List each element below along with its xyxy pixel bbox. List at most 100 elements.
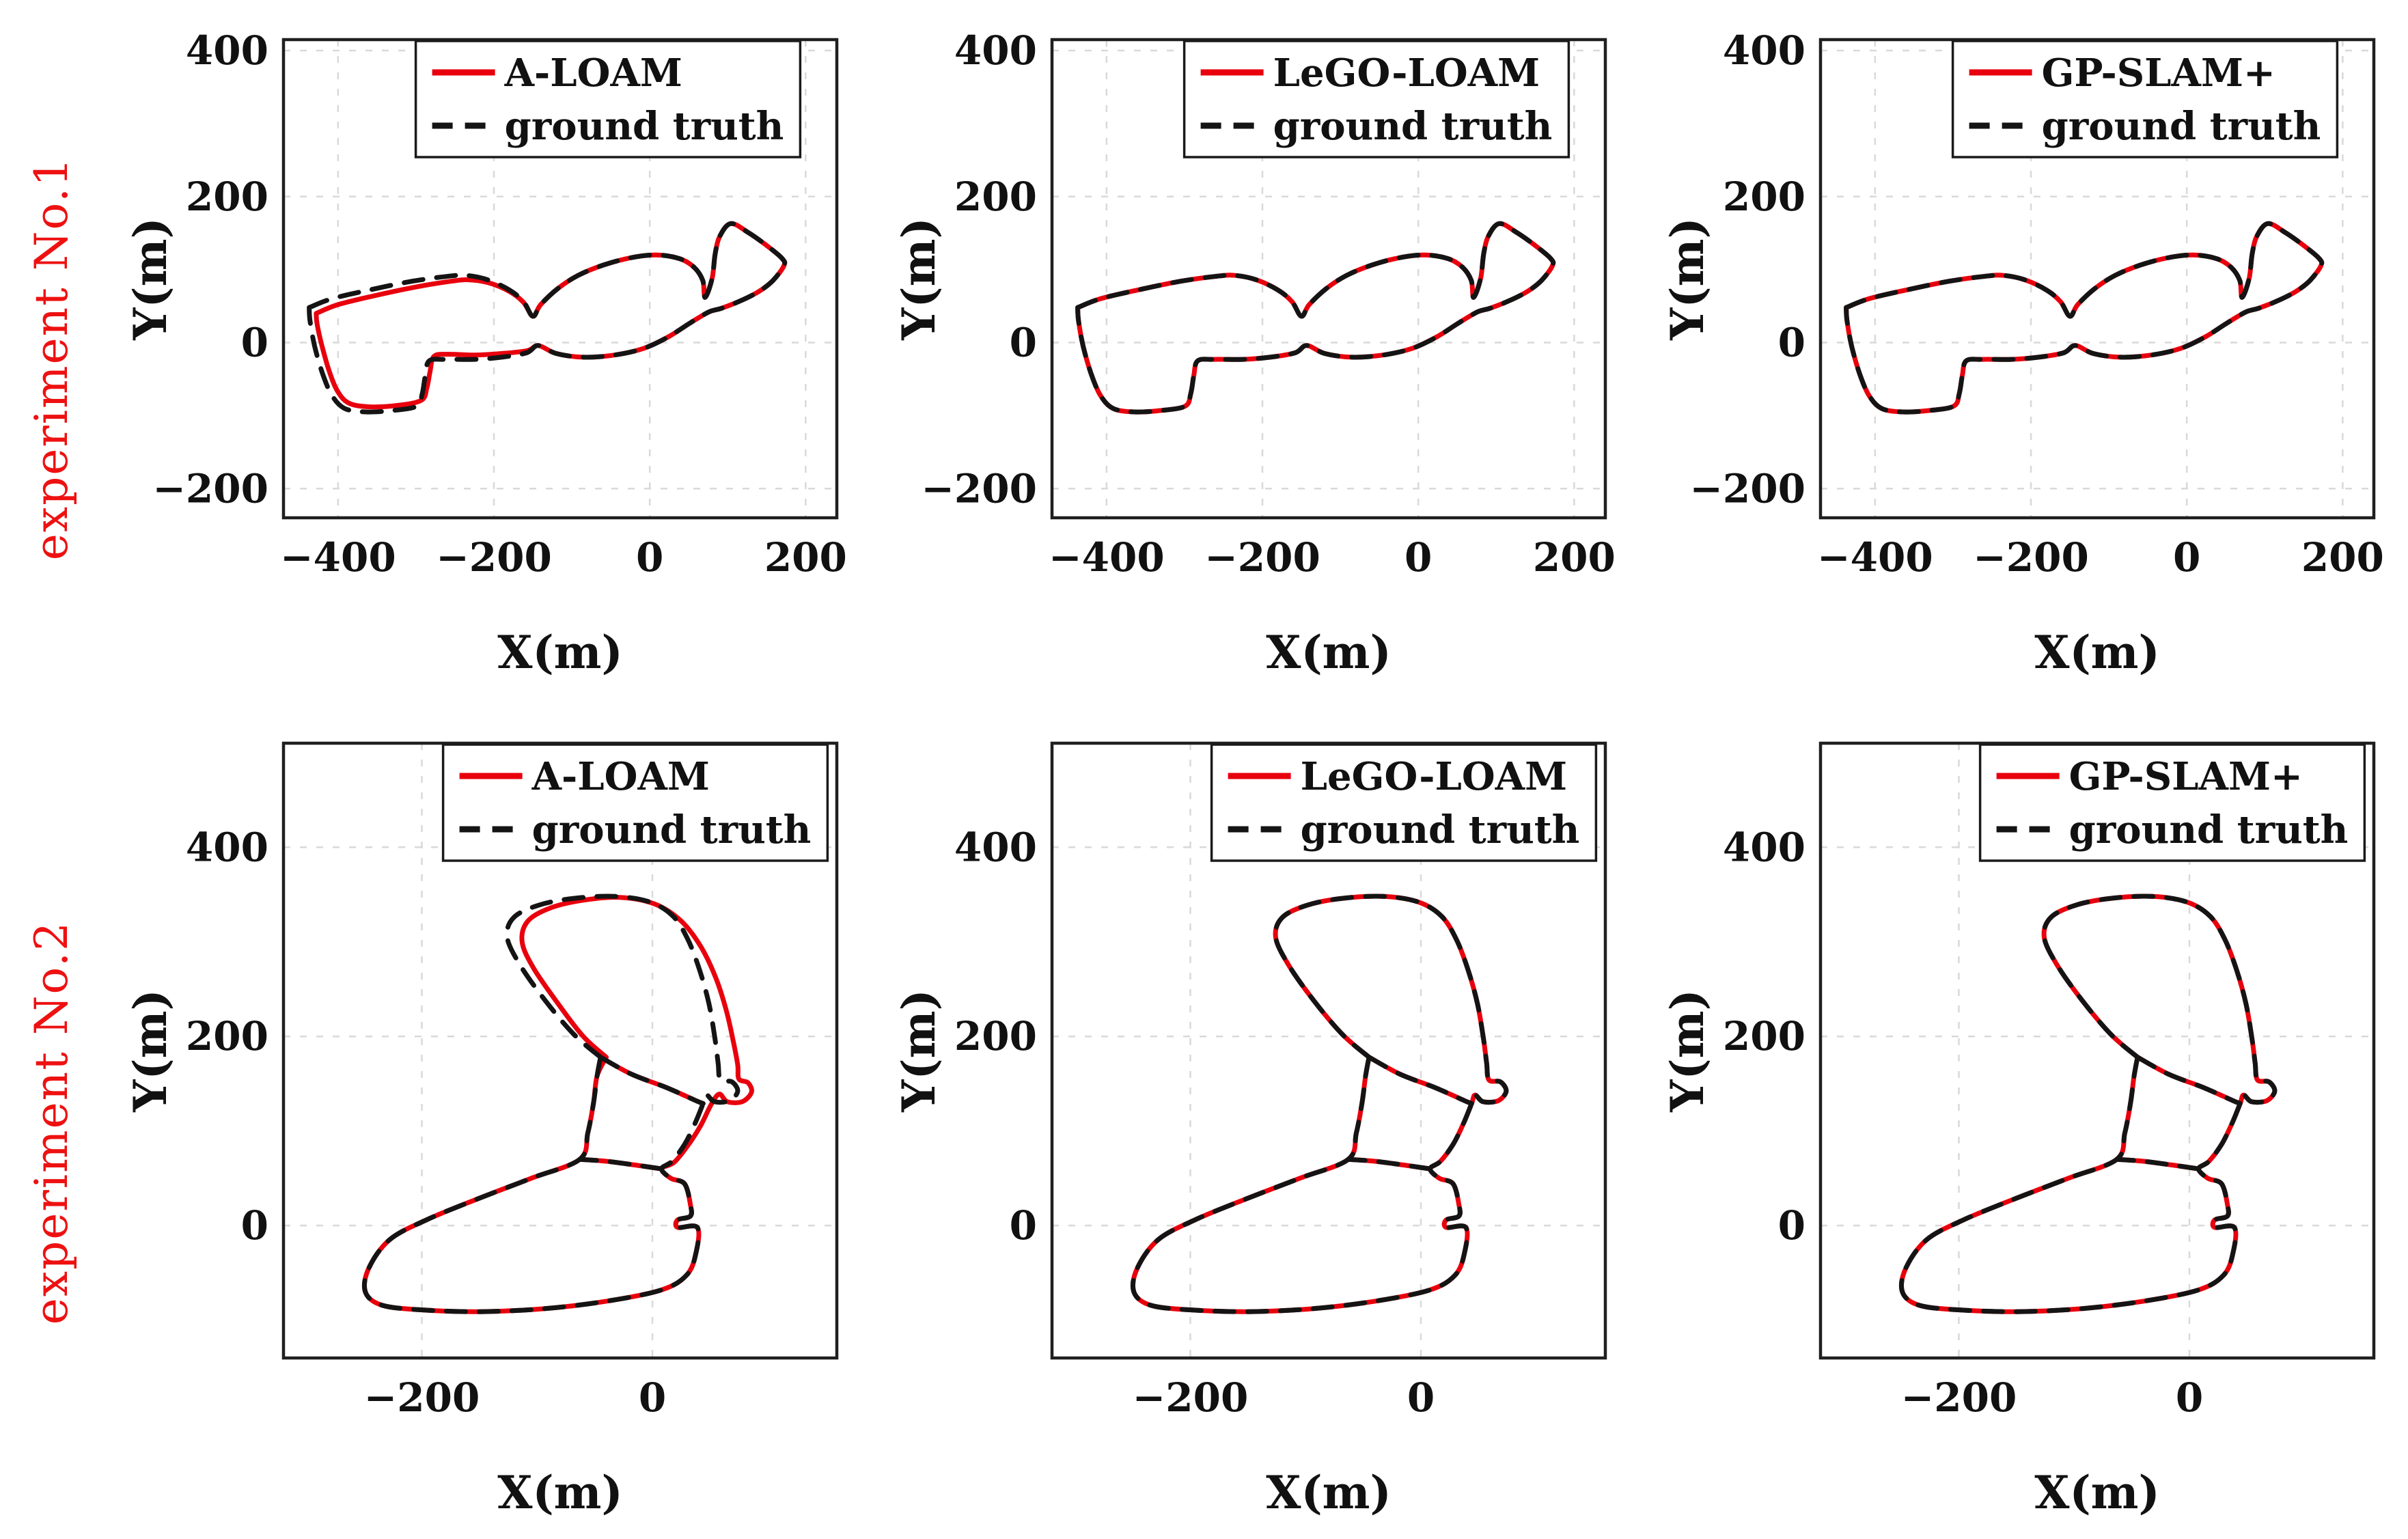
trajectory-path-gp-slam- — [1898, 893, 2277, 1314]
trajectory-path-ground-truth — [1843, 221, 2324, 415]
legend-label: GP-SLAM+ — [2041, 51, 2275, 96]
x-tick-label: −400 — [280, 534, 396, 581]
trajectory-path-ground-truth — [2135, 1055, 2243, 1106]
y-tick-label: −200 — [921, 465, 1037, 512]
x-tick-label: −200 — [1204, 534, 1320, 581]
legend-label: A-LOAM — [503, 51, 682, 96]
x-axis-label: X(m) — [1266, 1466, 1392, 1519]
x-tick-label: −200 — [1973, 534, 2089, 581]
y-tick-label: 200 — [1722, 1013, 1805, 1059]
legend-label: GP-SLAM+ — [2068, 754, 2302, 799]
row-label-cell-1: experiment No.1 — [0, 7, 102, 710]
x-tick-label: 0 — [636, 534, 663, 581]
trajectory-path-ground-truth — [598, 1055, 706, 1106]
y-tick-label: 0 — [240, 320, 268, 366]
axes-border — [1818, 741, 2375, 1360]
axes-border — [1818, 38, 2375, 520]
y-axis-label: Y(m) — [1661, 217, 1714, 340]
y-axis-label: Y(m) — [892, 989, 945, 1112]
axes-border — [281, 741, 838, 1360]
x-tick-label: −200 — [436, 534, 552, 581]
y-tick-label: 200 — [1722, 174, 1805, 220]
row-label-cell-2: experiment No.2 — [0, 715, 102, 1531]
x-tick-label: −200 — [1132, 1374, 1248, 1421]
x-tick-label: −200 — [363, 1374, 480, 1421]
plot-exp1-gp-slam: −400 −200 0 200 −200 0 200 400 X(m) Y(m) GP-SLAM+ g… — [1648, 7, 2400, 710]
legend-label: ground truth — [1300, 807, 1579, 852]
legend-label: ground truth — [2041, 104, 2321, 149]
x-axis-label: X(m) — [2034, 626, 2160, 679]
x-tick-label: 0 — [2173, 534, 2200, 581]
y-tick-label: 0 — [1777, 320, 1805, 366]
x-tick-label: 0 — [2175, 1374, 2202, 1421]
y-tick-label: 400 — [1722, 27, 1805, 74]
y-tick-label: 400 — [1722, 824, 1805, 870]
row-label-experiment-1: experiment No.1 — [25, 156, 78, 561]
trajectory-path-ground-truth — [1898, 893, 2277, 1314]
y-tick-label: 400 — [954, 27, 1036, 74]
y-tick-label: 400 — [185, 27, 268, 74]
y-tick-label: 200 — [185, 1013, 268, 1059]
y-axis-label: Y(m) — [1661, 989, 1714, 1112]
plot-exp2-lego-loam: −200 0 0 200 400 X(m) Y(m) LeGO-LOAM ground trut… — [879, 715, 1631, 1531]
x-tick-label: 0 — [638, 1374, 665, 1421]
plot-exp1-a-loam: −400 −200 0 200 −200 0 200 400 X(m) Y(m) A-LOAM gro… — [111, 7, 863, 710]
legend-label: A-LOAM — [531, 754, 709, 799]
axes-border — [1050, 741, 1607, 1360]
y-tick-label: 400 — [185, 824, 268, 870]
trajectory-path-ground-truth — [1345, 1156, 1433, 1171]
x-axis-label: X(m) — [2034, 1466, 2160, 1519]
legend-label: ground truth — [2068, 807, 2348, 852]
axes-border — [281, 38, 838, 520]
y-tick-label: 400 — [954, 824, 1036, 870]
trajectory-path-ground-truth — [361, 893, 740, 1314]
x-axis-label: X(m) — [1266, 626, 1392, 679]
x-tick-label: 0 — [1404, 534, 1432, 581]
y-axis-label: Y(m) — [124, 989, 177, 1112]
trajectory-path-lego-loam — [1130, 893, 1508, 1314]
legend-box — [1182, 40, 1570, 158]
y-tick-label: 200 — [185, 174, 268, 220]
y-tick-label: −200 — [152, 465, 268, 512]
y-tick-label: 200 — [954, 174, 1036, 220]
legend-box — [441, 743, 829, 862]
trajectory-path-ground-truth — [1130, 893, 1508, 1314]
trajectory-path-ground-truth — [2114, 1156, 2201, 1171]
x-axis-label: X(m) — [497, 626, 623, 679]
legend-box — [1978, 743, 2366, 862]
trajectory-path-ground-truth — [1075, 221, 1555, 415]
y-tick-label: −200 — [1689, 465, 1805, 512]
y-tick-label: 0 — [1009, 1202, 1036, 1249]
y-axis-label: Y(m) — [124, 217, 177, 340]
y-tick-label: 0 — [1777, 1202, 1805, 1249]
plot-exp2-a-loam: −200 0 0 200 400 X(m) Y(m) A-LOAM ground truth — [111, 715, 863, 1531]
x-tick-label: 0 — [1407, 1374, 1434, 1421]
x-tick-label: −400 — [1049, 534, 1165, 581]
trajectory-path-ground-truth — [577, 1156, 664, 1171]
x-tick-label: 200 — [2301, 534, 2383, 581]
trajectory-path-ground-truth — [306, 221, 787, 415]
legend-box — [414, 40, 801, 158]
legend-label: LeGO-LOAM — [1300, 754, 1567, 799]
y-tick-label: 0 — [240, 1202, 268, 1249]
trajectory-path-ground-truth — [1366, 1055, 1474, 1106]
x-axis-label: X(m) — [497, 1466, 623, 1519]
legend-label: ground truth — [504, 104, 784, 149]
x-tick-label: 200 — [764, 534, 846, 581]
y-tick-label: 200 — [954, 1013, 1036, 1059]
plot-exp2-gp-slam: −200 0 0 200 400 X(m) Y(m) GP-SLAM+ ground truth — [1648, 715, 2400, 1531]
legend-label: ground truth — [1273, 104, 1552, 149]
axes-border — [1050, 38, 1607, 520]
plot-exp1-lego-loam: −400 −200 0 200 −200 0 200 400 X(m) Y(m) LeGO-LOAM… — [879, 7, 1631, 710]
legend-box — [1210, 743, 1597, 862]
x-tick-label: −200 — [1900, 1374, 2017, 1421]
legend-label: LeGO-LOAM — [1273, 51, 1540, 96]
legend-box — [1951, 40, 2338, 158]
y-tick-label: 0 — [1009, 320, 1036, 366]
x-tick-label: −400 — [1817, 534, 1933, 581]
y-axis-label: Y(m) — [892, 217, 945, 340]
x-tick-label: 200 — [1532, 534, 1615, 581]
row-label-experiment-2: experiment No.2 — [25, 920, 78, 1325]
legend-label: ground truth — [531, 807, 811, 852]
